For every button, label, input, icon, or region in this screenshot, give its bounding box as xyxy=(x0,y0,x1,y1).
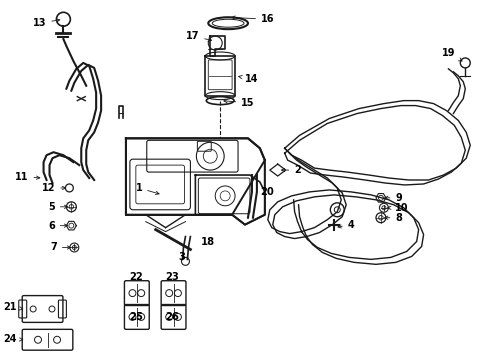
Text: 20: 20 xyxy=(259,187,273,197)
Text: 16: 16 xyxy=(231,14,274,24)
Text: 17: 17 xyxy=(185,31,211,41)
Text: 25: 25 xyxy=(129,312,142,322)
Text: 9: 9 xyxy=(384,193,401,203)
Text: 21: 21 xyxy=(3,302,23,312)
Text: 5: 5 xyxy=(48,202,67,212)
Text: 7: 7 xyxy=(50,243,70,252)
Text: 15: 15 xyxy=(224,98,254,108)
Text: 24: 24 xyxy=(3,334,23,344)
Text: 10: 10 xyxy=(387,203,407,213)
Text: 19: 19 xyxy=(441,48,461,61)
Text: 4: 4 xyxy=(337,220,354,230)
Text: 11: 11 xyxy=(15,172,40,182)
Text: 2: 2 xyxy=(281,165,300,175)
Text: 1: 1 xyxy=(135,183,159,194)
Text: 22: 22 xyxy=(129,272,142,282)
Text: 6: 6 xyxy=(48,221,67,231)
Text: 23: 23 xyxy=(165,272,179,282)
Text: 18: 18 xyxy=(200,237,214,247)
Text: 12: 12 xyxy=(41,183,65,193)
Text: 26: 26 xyxy=(165,312,179,322)
Text: 14: 14 xyxy=(238,74,258,84)
Text: 8: 8 xyxy=(384,213,402,223)
Text: 3: 3 xyxy=(178,252,185,262)
Text: 13: 13 xyxy=(33,18,60,28)
